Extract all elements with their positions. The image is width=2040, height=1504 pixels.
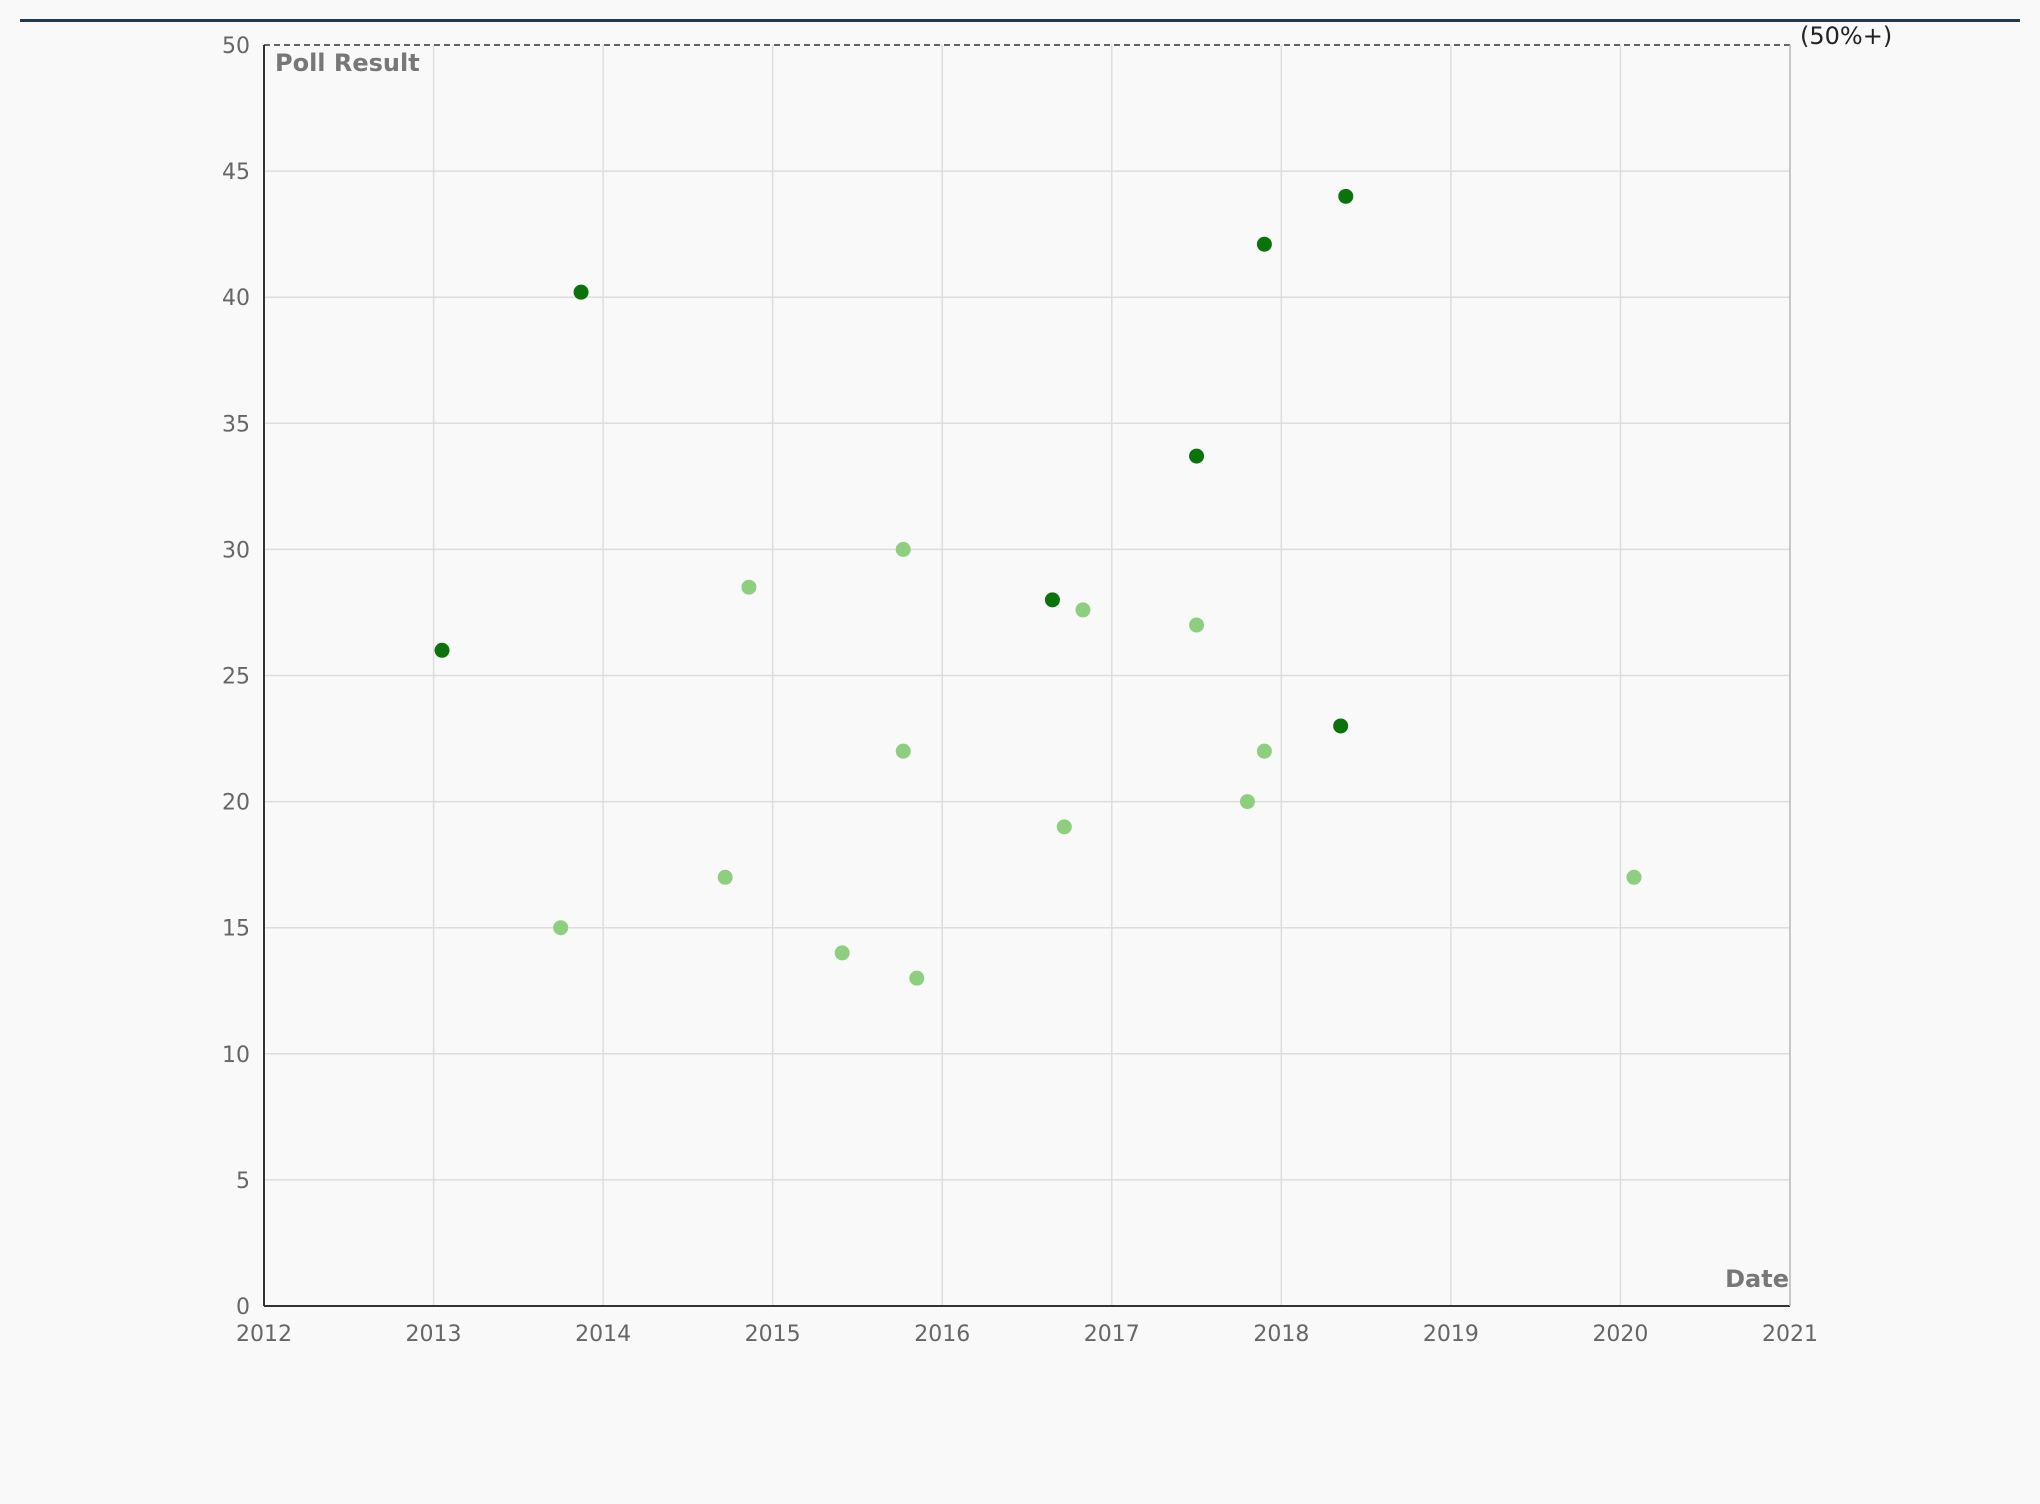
x-tick-label: 2015 xyxy=(745,1322,801,1347)
data-point-series-1 xyxy=(1189,448,1205,464)
y-tick-label: 45 xyxy=(222,160,250,185)
data-point-series-1 xyxy=(1333,718,1349,734)
x-tick-label: 2019 xyxy=(1423,1322,1479,1347)
data-point-series-2 xyxy=(1075,602,1091,618)
x-tick-label: 2013 xyxy=(406,1322,462,1347)
data-point-series-2 xyxy=(1626,869,1642,885)
data-point-series-1 xyxy=(1044,592,1060,608)
data-point-series-2 xyxy=(717,869,733,885)
data-point-series-2 xyxy=(1239,794,1255,810)
y-tick-label: 5 xyxy=(236,1169,250,1194)
x-tick-label: 2014 xyxy=(575,1322,631,1347)
data-point-series-2 xyxy=(834,945,850,961)
data-point-series-1 xyxy=(434,642,450,658)
data-point-series-2 xyxy=(1256,743,1272,759)
data-point-series-2 xyxy=(1056,819,1072,835)
grid xyxy=(264,45,1791,1306)
data-point-series-1 xyxy=(573,284,589,300)
y-tick-label: 0 xyxy=(236,1295,250,1320)
y-tick-label: 15 xyxy=(222,917,250,942)
x-tick-label: 2012 xyxy=(236,1322,292,1347)
data-point-series-1 xyxy=(1338,188,1354,204)
data-point-series-2 xyxy=(741,579,757,595)
y-tick-label: 50 xyxy=(222,34,250,59)
data-point-series-2 xyxy=(1189,617,1205,633)
tick-labels: 2012 2013 2014 2015 2016 2017 2018 2019 2020 2021… xyxy=(222,34,1818,1347)
x-tick-label: 2017 xyxy=(1084,1322,1140,1347)
y-tick-label: 20 xyxy=(222,791,250,816)
data-point-series-2 xyxy=(909,970,925,986)
axes xyxy=(263,44,1791,1307)
x-tick-label: 2018 xyxy=(1253,1322,1309,1347)
data-point-series-2 xyxy=(553,920,569,936)
y-tick-label: 25 xyxy=(222,665,250,690)
y-tick-label: 40 xyxy=(222,286,250,311)
y-tick-label: 30 xyxy=(222,538,250,563)
data-point-series-1 xyxy=(1256,236,1272,252)
top-rule xyxy=(20,19,2020,22)
data-point-series-2 xyxy=(895,743,911,759)
y-tick-label: 10 xyxy=(222,1043,250,1068)
data-points xyxy=(434,188,1642,986)
y-tick-label: 35 xyxy=(222,412,250,437)
x-tick-label: 2020 xyxy=(1592,1322,1648,1347)
x-tick-label: 2016 xyxy=(914,1322,970,1347)
y-axis-title: Poll Result xyxy=(275,49,420,77)
x-tick-label: 2021 xyxy=(1762,1322,1818,1347)
x-axis-title: Date xyxy=(1725,1265,1789,1293)
data-point-series-2 xyxy=(895,541,911,557)
threshold-label: (50%+) xyxy=(1800,22,1892,50)
